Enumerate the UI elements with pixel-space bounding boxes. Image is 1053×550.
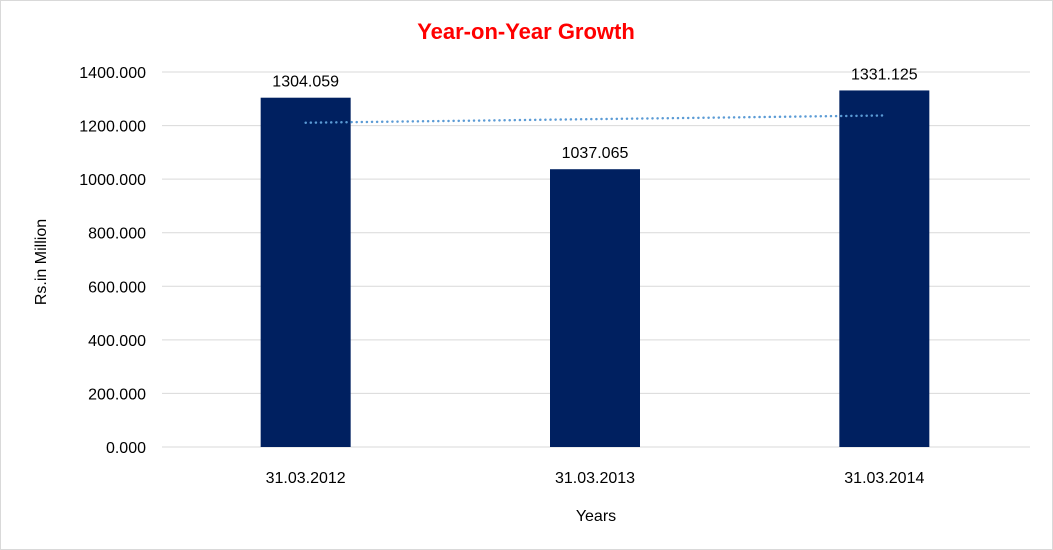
y-tick-label: 600.000 [88,279,146,296]
y-tick-label: 200.000 [88,386,146,403]
x-tick-label: 31.03.2014 [844,470,924,487]
trendline [304,114,886,124]
data-label: 1304.059 [272,74,339,91]
data-label: 1331.125 [851,66,918,83]
y-tick-label: 800.000 [88,226,146,243]
chart-title: Year-on-Year Growth [417,19,635,44]
x-axis-label: Years [576,508,616,525]
y-tick-label: 1200.000 [79,119,146,136]
bar [839,90,930,447]
data-label: 1037.065 [562,145,629,162]
y-tick-label: 0.000 [106,440,146,457]
x-tick-label: 31.03.2013 [555,470,635,487]
bar [260,97,351,447]
y-tick-label: 1400.000 [79,65,146,82]
y-tick-label: 400.000 [88,333,146,350]
y-tick-label: 1000.000 [79,172,146,189]
bar [550,169,640,448]
y-axis-label: Rs.in Million [33,219,50,305]
x-tick-label: 31.03.2012 [266,470,346,487]
